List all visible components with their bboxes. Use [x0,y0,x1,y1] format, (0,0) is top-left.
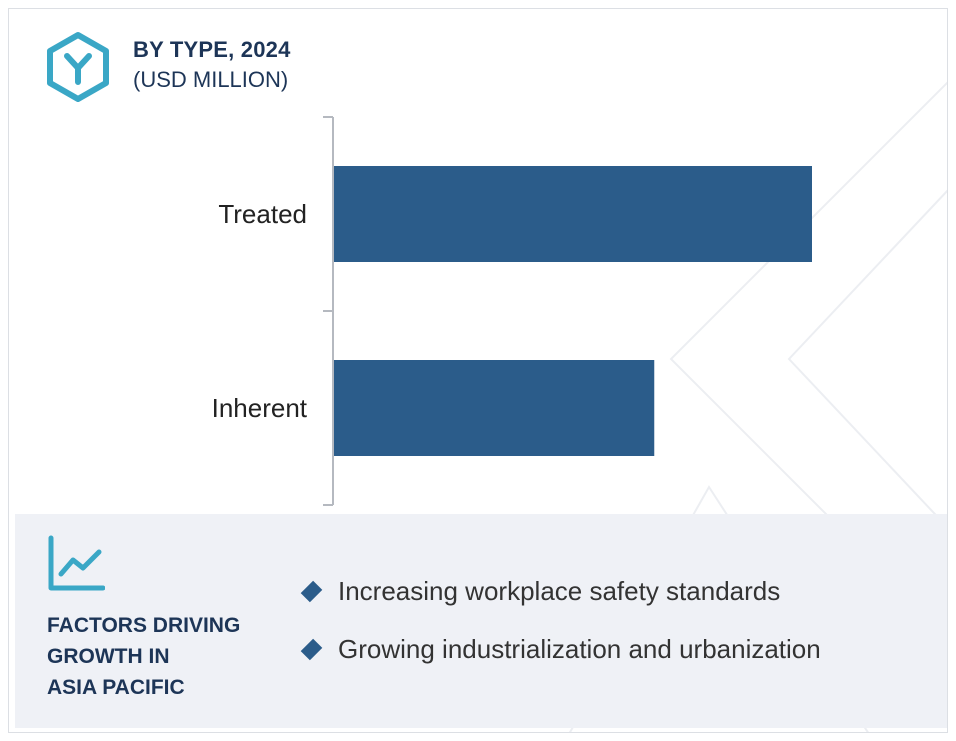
hexagon-y-icon [47,32,109,102]
factors-heading: FACTORS DRIVING GROWTH IN ASIA PACIFIC [47,610,287,703]
infographic-card: BY TYPE, 2024 (USD MILLION) Treated Inher… [8,8,948,733]
factor-list: Increasing workplace safety standards Gr… [297,562,821,678]
factors-heading-line: ASIA PACIFIC [47,676,185,699]
bar-chart: Treated Inherent [212,116,812,506]
bar-treated [334,166,812,262]
diamond-bullet-icon [300,638,323,660]
category-label: Treated [218,199,307,229]
bar-inherent [334,360,655,456]
chart-subtitle: (USD MILLION) [133,67,289,92]
factors-heading-line: FACTORS DRIVING [47,614,241,637]
list-item: Growing industrialization and urbanizati… [297,620,821,678]
diamond-bullet-icon [300,580,323,602]
list-item: Increasing workplace safety standards [297,562,821,620]
factors-panel: FACTORS DRIVING GROWTH IN ASIA PACIFIC I… [15,514,947,728]
trend-chart-icon [48,535,105,591]
factor-text: Increasing workplace safety standards [338,575,781,606]
factor-text: Growing industrialization and urbanizati… [338,633,821,664]
chart-title: BY TYPE, 2024 [133,37,291,62]
category-label: Inherent [212,393,308,423]
factors-heading-line: GROWTH IN [47,645,170,668]
